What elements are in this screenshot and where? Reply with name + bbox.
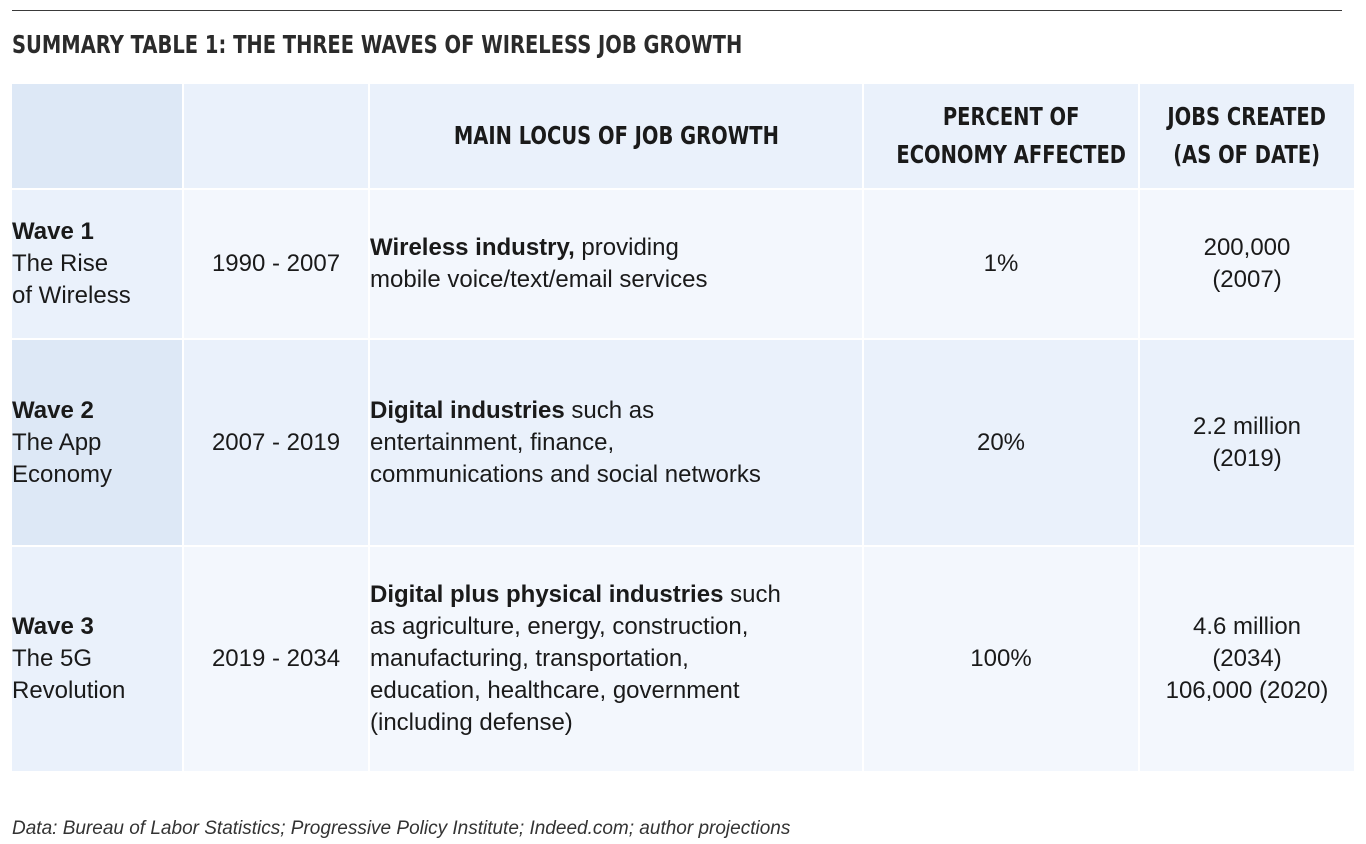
wave-cell: Wave 2 The App Economy [12, 340, 184, 547]
table-row: Wave 3 The 5G Revolution 2019 - 2034 Dig… [12, 547, 1354, 773]
locus-line: education, healthcare, government [370, 677, 740, 704]
locus-cell: Wireless industry, providing mobile voic… [370, 190, 864, 340]
locus-rest: providing [574, 234, 679, 261]
locus-rest: such as [564, 396, 655, 424]
table-title: SUMMARY TABLE 1: THE THREE WAVES OF WIRE… [12, 30, 743, 59]
wave-name-line1: The App [12, 428, 102, 456]
summary-table: MAIN LOCUS OF JOB GROWTH PERCENT OF ECON… [12, 84, 1354, 773]
jobs-cell: 4.6 million (2034) 106,000 (2020) [1140, 547, 1354, 773]
jobs-line: (2019) [1212, 444, 1282, 472]
jobs-cell: 200,000 (2007) [1140, 190, 1354, 340]
locus-line: (including defense) [370, 709, 573, 736]
locus-line: as agriculture, energy, construction, [370, 613, 749, 640]
years-cell: 2019 - 2034 [184, 547, 370, 773]
years-cell: 2007 - 2019 [184, 340, 370, 547]
header-percent-line2: ECONOMY AFFECTED [896, 140, 1126, 169]
percent-cell: 100% [864, 547, 1140, 773]
locus-cell: Digital industries such as entertainment… [370, 340, 864, 547]
wave-name-line2: Revolution [12, 677, 126, 704]
header-percent-economy: PERCENT OF ECONOMY AFFECTED [864, 84, 1140, 190]
header-jobs-line2: (AS OF DATE) [1173, 140, 1321, 169]
header-percent-line1: PERCENT OF [942, 102, 1080, 131]
locus-line: communications and social networks [370, 460, 761, 488]
wave-name-line2: of Wireless [12, 282, 131, 309]
percent-cell: 1% [864, 190, 1140, 340]
jobs-line: 200,000 [1203, 234, 1291, 261]
wave-name-line1: The 5G [12, 645, 93, 672]
table-row: Wave 1 The Rise of Wireless 1990 - 2007 … [12, 190, 1354, 340]
header-jobs-line1: JOBS CREATED [1167, 102, 1327, 131]
locus-cell: Digital plus physical industries such as… [370, 547, 864, 773]
years-cell: 1990 - 2007 [184, 190, 370, 340]
locus-bold: Digital industries [370, 396, 565, 424]
locus-rest: such [723, 581, 781, 608]
jobs-line: 4.6 million [1192, 613, 1302, 640]
locus-bold: Digital plus physical industries [370, 581, 724, 608]
locus-line: manufacturing, transportation, [370, 645, 689, 672]
header-main-locus: MAIN LOCUS OF JOB GROWTH [370, 84, 864, 190]
wave-name-line2: Economy [12, 460, 113, 488]
locus-line: mobile voice/text/email services [370, 266, 708, 293]
jobs-cell: 2.2 million (2019) [1140, 340, 1354, 547]
header-jobs-created: JOBS CREATED (AS OF DATE) [1140, 84, 1354, 190]
jobs-line: (2007) [1212, 266, 1282, 293]
header-years [184, 84, 370, 190]
wave-name-line1: The Rise [12, 250, 109, 277]
jobs-line: 2.2 million [1192, 412, 1302, 440]
top-rule [12, 10, 1342, 11]
locus-bold: Wireless industry, [370, 234, 575, 261]
header-main-locus-label: MAIN LOCUS OF JOB GROWTH [453, 121, 779, 150]
locus-line: entertainment, finance, [370, 428, 615, 456]
wave-cell: Wave 3 The 5G Revolution [12, 547, 184, 773]
header-row: MAIN LOCUS OF JOB GROWTH PERCENT OF ECON… [12, 84, 1354, 190]
source-note: Data: Bureau of Labor Statistics; Progre… [12, 818, 791, 839]
jobs-line: 106,000 (2020) [1165, 677, 1329, 704]
table-row: Wave 2 The App Economy 2007 - 2019 Digit… [12, 340, 1354, 547]
wave-label: Wave 3 [12, 613, 94, 640]
percent-cell: 20% [864, 340, 1140, 547]
wave-cell: Wave 1 The Rise of Wireless [12, 190, 184, 340]
wave-label: Wave 1 [12, 218, 94, 245]
wave-label: Wave 2 [12, 396, 94, 424]
jobs-line: (2034) [1212, 645, 1282, 672]
header-wave [12, 84, 184, 190]
